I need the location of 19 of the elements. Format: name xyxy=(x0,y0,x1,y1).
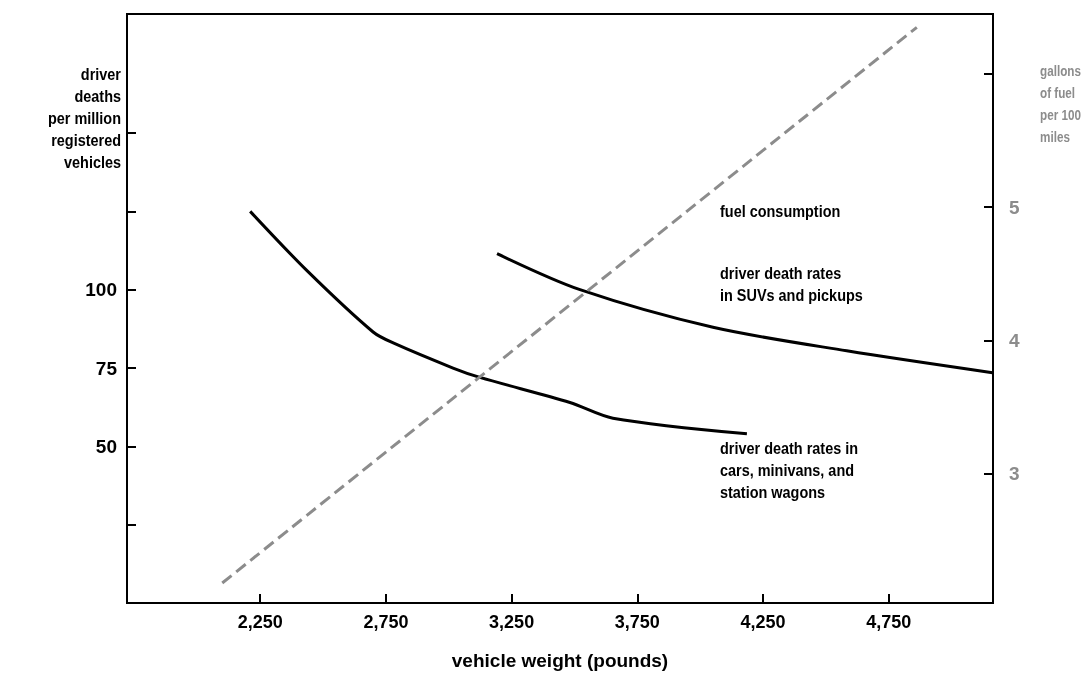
y2-tick-label: 3 xyxy=(1009,463,1020,485)
y2-tick-label: 4 xyxy=(1009,329,1020,351)
x-axis-title: vehicle weight (pounds) xyxy=(451,650,669,671)
annotation: driver death rates in SUVs and pickups xyxy=(720,263,864,305)
x-tick-label: 4,250 xyxy=(740,612,786,632)
y2-axis-title: gallons of fuel per 100 miles xyxy=(1040,62,1081,146)
line-series xyxy=(495,252,994,375)
x-tick-label: 2,750 xyxy=(363,612,409,632)
x-tick-label: 3,750 xyxy=(614,612,660,632)
y-tick-label: 50 xyxy=(95,435,117,457)
y-tick-label: 75 xyxy=(95,357,118,379)
x-tick-label: 2,250 xyxy=(237,612,283,632)
x-tick-label: 4,750 xyxy=(866,612,912,632)
annotation: driver death rates in cars, minivans, and station wagons xyxy=(720,438,859,502)
annotation: fuel consumption xyxy=(720,201,841,221)
x-tick-label: 3,250 xyxy=(489,612,535,632)
y-axis-title: driver deaths per million registered vehicles xyxy=(47,64,122,172)
y2-tick-label: 5 xyxy=(1009,196,1020,218)
y-tick-label: 100 xyxy=(85,279,117,301)
